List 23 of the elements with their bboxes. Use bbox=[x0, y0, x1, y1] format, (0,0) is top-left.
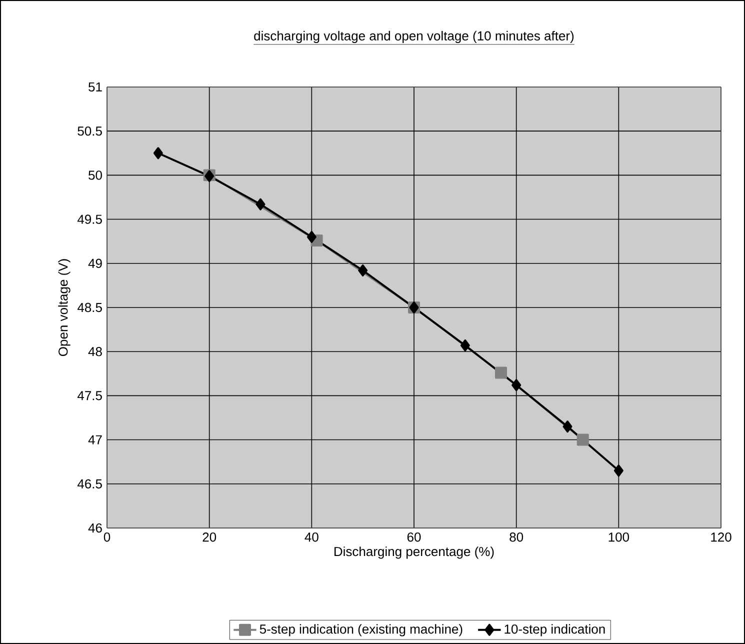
chart-title: discharging voltage and open voltage (10 minutes after) bbox=[254, 30, 574, 44]
x-tick-label: 120 bbox=[711, 532, 732, 542]
y-tick-label: 47.5 bbox=[77, 391, 102, 400]
y-tick-label: 48.5 bbox=[77, 302, 102, 312]
y-tick-label: 48 bbox=[88, 346, 102, 356]
y-axis-title: Open voltage (V) bbox=[58, 259, 70, 356]
y-tick-label: 49 bbox=[88, 258, 102, 268]
y-tick-label: 51 bbox=[88, 82, 102, 92]
x-tick-label: 0 bbox=[104, 532, 110, 542]
y-tick-label: 47 bbox=[88, 435, 102, 444]
x-tick-label: 60 bbox=[407, 532, 421, 542]
legend-label: 5-step indication (existing machine) bbox=[260, 624, 462, 636]
y-tick-label: 46.5 bbox=[77, 479, 102, 488]
legend-label: 10-step indication bbox=[504, 624, 605, 636]
y-tick-label: 50 bbox=[88, 170, 102, 180]
y-tick-label: 50.5 bbox=[78, 126, 102, 136]
x-tick-label: 100 bbox=[608, 532, 630, 542]
x-axis-title: Discharging percentage (%) bbox=[334, 546, 494, 559]
y-tick-label: 49.5 bbox=[77, 214, 102, 224]
x-tick-label: 20 bbox=[202, 532, 216, 542]
y-tick-label: 46 bbox=[88, 523, 102, 533]
x-tick-label: 40 bbox=[304, 532, 318, 542]
x-tick-label: 80 bbox=[510, 532, 524, 542]
